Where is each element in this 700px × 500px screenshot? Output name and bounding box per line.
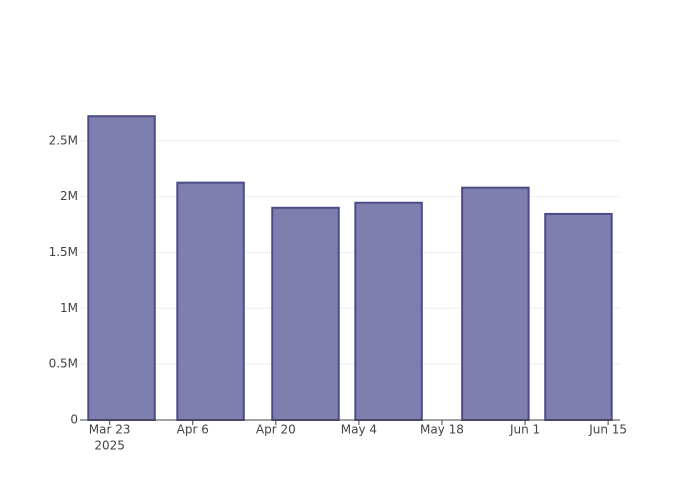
- x-tick-label: May 18: [420, 423, 464, 437]
- y-tick-label: 0.5M: [49, 357, 78, 371]
- x-tick-label: Apr 6: [177, 423, 209, 437]
- x-tick-label: May 4: [341, 423, 377, 437]
- x-year-label: 2025: [94, 439, 125, 453]
- bar: [354, 201, 423, 421]
- y-tick-label: 2M: [60, 189, 78, 203]
- x-tick-label: Mar 23: [89, 423, 131, 437]
- x-tick-label: Apr 20: [256, 423, 296, 437]
- bar: [271, 206, 340, 421]
- y-tick-label: 2.5M: [49, 133, 78, 147]
- bar: [544, 212, 613, 421]
- x-tick-label: Jun 15: [588, 423, 627, 437]
- y-tick-label: 1.5M: [49, 245, 78, 259]
- bar: [176, 181, 245, 421]
- y-tick-label: 1M: [60, 301, 78, 315]
- bar: [461, 186, 530, 421]
- bar: [87, 115, 156, 421]
- y-tick-label: 0: [70, 413, 78, 427]
- x-tick-label: Jun 1: [509, 423, 540, 437]
